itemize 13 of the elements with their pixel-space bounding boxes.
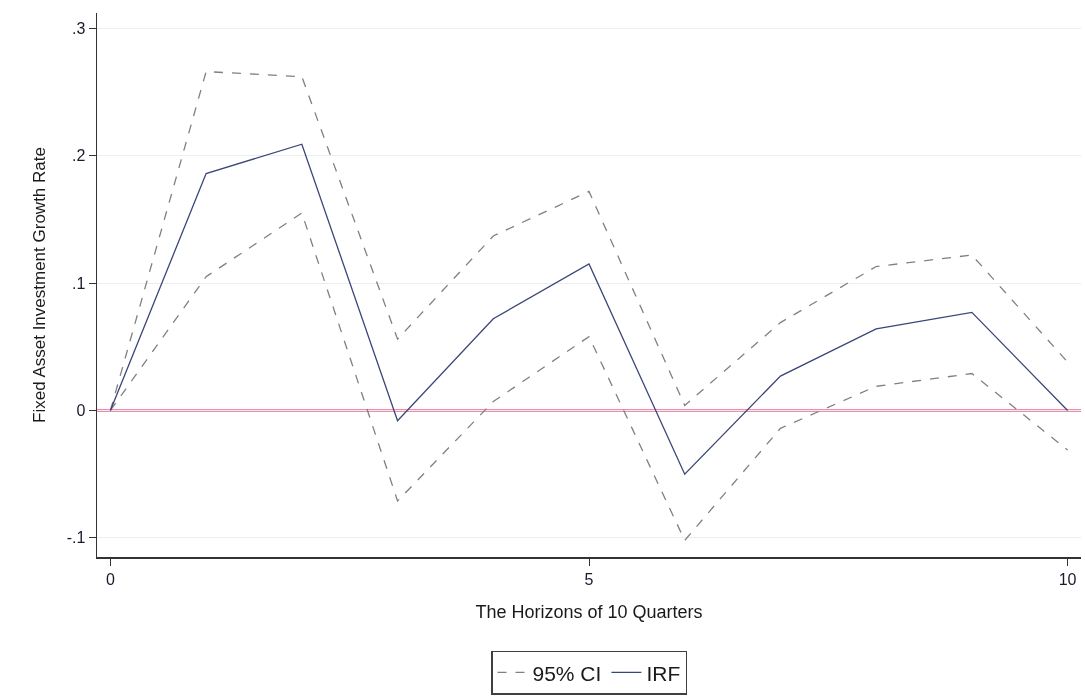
y-tick-label: -.1 [66,529,86,547]
y-axis-title: Fixed Asset Investment Growth Rate [30,147,50,423]
legend-label: IRF [646,661,681,685]
y-tick-label: 0 [76,402,86,420]
x-tick-label: 0 [105,570,115,588]
y-tick-label: .3 [71,19,86,37]
y-tick-label: .2 [71,147,86,165]
legend-label: 95% CI [532,661,602,685]
line-series [109,143,1069,475]
x-axis-title: The Horizons of 10 Quarters [475,601,703,622]
y-tick-label: .1 [71,274,86,292]
x-tick-label: 10 [1058,570,1077,588]
x-tick-label: 5 [584,570,594,588]
